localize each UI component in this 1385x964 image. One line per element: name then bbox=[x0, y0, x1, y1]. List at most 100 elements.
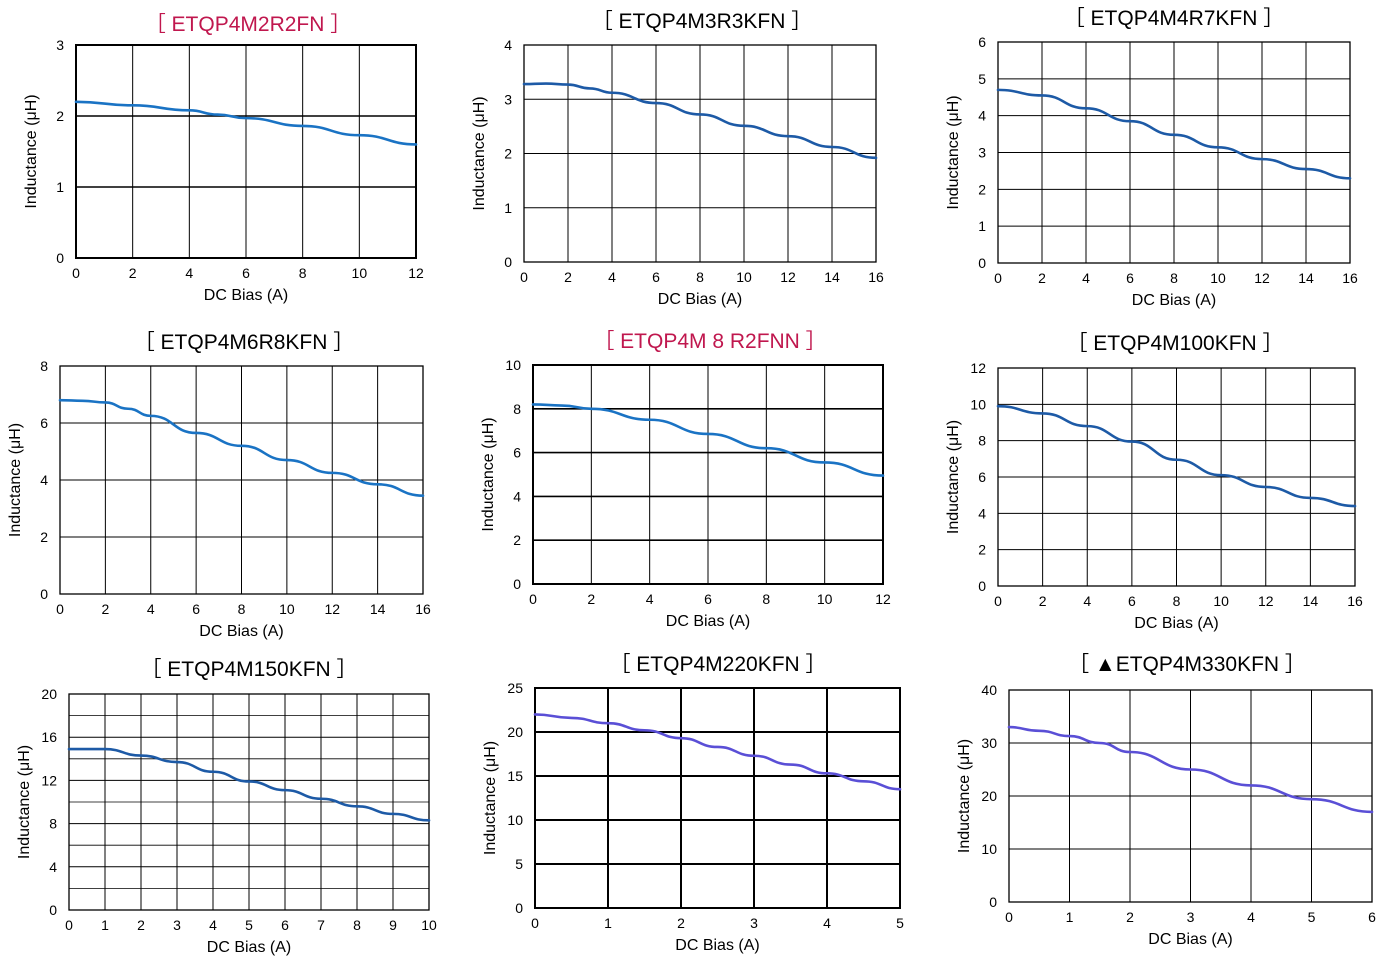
y-tick-label: 6 bbox=[513, 445, 521, 461]
y-tick-label: 2 bbox=[978, 181, 986, 197]
x-tick-label: 2 bbox=[137, 917, 145, 933]
y-tick-label: 10 bbox=[970, 396, 986, 412]
y-tick-label: 0 bbox=[56, 250, 64, 266]
inductance-curve bbox=[58, 398, 425, 497]
x-tick-label: 10 bbox=[352, 265, 368, 281]
x-tick-label: 0 bbox=[72, 265, 80, 281]
plot-frame bbox=[68, 693, 430, 911]
x-tick-label: 4 bbox=[147, 601, 155, 617]
inductance-curve bbox=[533, 713, 902, 791]
x-tick-label: 10 bbox=[1213, 593, 1229, 609]
y-tick-label: 3 bbox=[56, 37, 64, 53]
x-tick-label: 12 bbox=[1258, 593, 1274, 609]
y-tick-label: 6 bbox=[978, 469, 986, 485]
y-axis-label: Inductance (μH) bbox=[945, 95, 962, 209]
x-tick-label: 1 bbox=[604, 915, 612, 931]
x-tick-label: 8 bbox=[696, 269, 704, 285]
y-tick-label: 4 bbox=[978, 108, 986, 124]
chart-title: ［ ETQP4M100KFN ］ bbox=[1066, 332, 1283, 355]
x-tick-label: 12 bbox=[1254, 270, 1270, 286]
inductance-curve bbox=[67, 747, 431, 822]
chart-title: ［ ETQP4M150KFN ］ bbox=[140, 658, 357, 681]
chart-title: ［ ETQP4M3R3KFN ］ bbox=[592, 10, 813, 33]
x-axis-label: DC Bias (A) bbox=[1134, 615, 1218, 632]
x-tick-label: 6 bbox=[242, 265, 250, 281]
chart-panel: 0 2 4 6 8 10 12 14 16 0 2 4 6 8 10 12 DC Bias (A) Inducta… bbox=[945, 332, 1363, 632]
chart-title: ［ ETQP4M4R7KFN ］ bbox=[1064, 7, 1285, 30]
y-tick-label: 6 bbox=[40, 415, 48, 431]
y-tick-label: 4 bbox=[513, 488, 521, 504]
plot-frame bbox=[534, 687, 901, 909]
plot-frame bbox=[1008, 689, 1373, 903]
x-tick-label: 1 bbox=[1066, 909, 1074, 925]
x-tick-label: 0 bbox=[56, 601, 64, 617]
x-tick-label: 8 bbox=[1173, 593, 1181, 609]
y-tick-label: 40 bbox=[981, 682, 997, 698]
x-tick-label: 2 bbox=[129, 265, 137, 281]
y-tick-label: 25 bbox=[507, 680, 523, 696]
y-tick-label: 20 bbox=[41, 686, 57, 702]
y-tick-label: 10 bbox=[507, 812, 523, 828]
y-tick-label: 0 bbox=[515, 900, 523, 916]
x-tick-label: 10 bbox=[279, 601, 295, 617]
y-axis-label: Inductance (μH) bbox=[956, 739, 973, 853]
y-tick-label: 4 bbox=[504, 37, 512, 53]
x-tick-label: 10 bbox=[421, 917, 437, 933]
inductance-curve bbox=[996, 88, 1352, 180]
y-tick-label: 8 bbox=[49, 816, 57, 832]
x-tick-label: 2 bbox=[1126, 909, 1134, 925]
y-tick-label: 8 bbox=[40, 358, 48, 374]
x-axis-label: DC Bias (A) bbox=[204, 287, 288, 304]
y-tick-label: 20 bbox=[507, 724, 523, 740]
y-tick-label: 5 bbox=[515, 856, 523, 872]
y-tick-label: 10 bbox=[505, 357, 521, 373]
chart-panel: 0 2 4 6 8 10 12 0 2 4 6 8 10 DC Bias (A) Inductance (μ… bbox=[480, 330, 891, 630]
chart-panel: 0 1 2 3 4 5 0 5 10 15 20 25 DC Bias (A) Inductance (μ… bbox=[482, 653, 904, 954]
chart-title: ［ ETQP4M 8 R2FNN ］ bbox=[593, 330, 826, 353]
y-tick-label: 4 bbox=[978, 505, 986, 521]
x-tick-label: 6 bbox=[1368, 909, 1376, 925]
x-tick-label: 4 bbox=[646, 591, 654, 607]
plot-frame bbox=[997, 41, 1351, 264]
y-axis-label: Inductance (μH) bbox=[945, 420, 962, 534]
x-tick-label: 14 bbox=[1303, 593, 1319, 609]
x-tick-label: 4 bbox=[1083, 593, 1091, 609]
x-tick-label: 8 bbox=[238, 601, 246, 617]
y-tick-label: 0 bbox=[40, 586, 48, 602]
plot-frame bbox=[75, 44, 417, 259]
y-tick-label: 3 bbox=[978, 145, 986, 161]
x-tick-label: 8 bbox=[762, 591, 770, 607]
x-tick-label: 7 bbox=[317, 917, 325, 933]
x-tick-label: 14 bbox=[370, 601, 386, 617]
x-tick-label: 3 bbox=[173, 917, 181, 933]
y-tick-label: 6 bbox=[978, 34, 986, 50]
x-tick-label: 0 bbox=[520, 269, 528, 285]
y-tick-label: 15 bbox=[507, 768, 523, 784]
y-axis-label: Inductance (μH) bbox=[7, 423, 24, 537]
inductance-curve bbox=[74, 100, 418, 146]
x-tick-label: 6 bbox=[281, 917, 289, 933]
y-tick-label: 0 bbox=[989, 894, 997, 910]
x-tick-label: 8 bbox=[1170, 270, 1178, 286]
x-tick-label: 5 bbox=[245, 917, 253, 933]
y-tick-label: 2 bbox=[504, 146, 512, 162]
y-axis-label: Inductance (μH) bbox=[23, 94, 40, 208]
y-tick-label: 2 bbox=[513, 532, 521, 548]
x-tick-label: 0 bbox=[529, 591, 537, 607]
y-tick-label: 16 bbox=[41, 729, 57, 745]
x-tick-label: 3 bbox=[1187, 909, 1195, 925]
x-tick-label: 6 bbox=[652, 269, 660, 285]
y-tick-label: 0 bbox=[978, 255, 986, 271]
chart-title: ［ ETQP4M220KFN ］ bbox=[609, 653, 826, 676]
y-tick-label: 20 bbox=[981, 788, 997, 804]
y-tick-label: 10 bbox=[981, 841, 997, 857]
y-axis-label: Inductance (μH) bbox=[480, 417, 497, 531]
y-tick-label: 30 bbox=[981, 735, 997, 751]
x-tick-label: 12 bbox=[780, 269, 796, 285]
x-tick-label: 10 bbox=[1210, 270, 1226, 286]
x-tick-label: 4 bbox=[185, 265, 193, 281]
y-tick-label: 5 bbox=[978, 71, 986, 87]
